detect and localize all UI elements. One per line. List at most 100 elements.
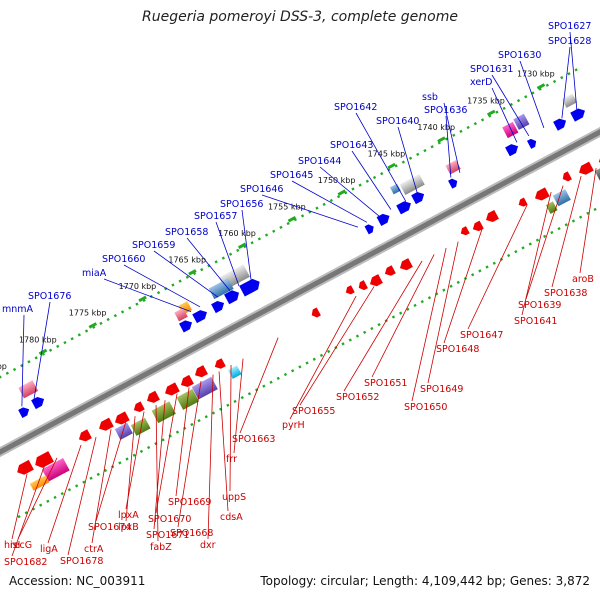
leader-line (153, 250, 219, 298)
forward-gene-label: SPO1640 (376, 116, 419, 127)
forward-gene-label: SPO1631 (470, 64, 513, 75)
feature-block (208, 278, 234, 300)
track-dot (423, 148, 427, 153)
scale-label: 1765 kbp (168, 256, 206, 265)
track-dot (135, 302, 139, 306)
leader-line (411, 247, 447, 402)
reverse-gene-label: pyrH (282, 420, 305, 431)
scale-label: 1755 kbp (268, 202, 306, 211)
forward-gene-arrow (553, 118, 567, 131)
feature-block (29, 475, 50, 491)
leader-line (177, 380, 202, 528)
leader-line (155, 405, 159, 542)
track-dot (60, 491, 64, 496)
leader-line (11, 473, 28, 540)
track-dot (264, 233, 269, 237)
track-dot (120, 310, 125, 314)
track-dot (283, 372, 288, 377)
forward-gene-label: SPO1643 (330, 140, 373, 151)
forward-gene-label: SPO1636 (424, 105, 467, 116)
track-dot (473, 122, 477, 126)
track-dot (106, 317, 110, 322)
forward-gene-label: SPO1628 (548, 36, 591, 47)
track-dot (442, 288, 446, 292)
reverse-gene-label: aroB (572, 274, 594, 285)
scale-label: 1760 kbp (218, 229, 256, 238)
track-dot (276, 376, 280, 381)
track-dot (380, 171, 384, 176)
leader-line (47, 444, 82, 544)
track-dot (550, 230, 554, 235)
track-dot (305, 361, 309, 365)
leader-line (289, 295, 357, 420)
track-dot (408, 156, 413, 160)
leader-line (103, 278, 192, 312)
forward-gene-label: SPO1660 (102, 254, 145, 265)
leader-line (125, 416, 136, 522)
scale-label: 1770 kbp (119, 282, 157, 291)
track-dot (502, 106, 506, 110)
reverse-gene-arrow (99, 417, 114, 431)
leader-line (207, 374, 214, 540)
reverse-gene-arrow (472, 220, 484, 232)
leader-line (443, 102, 461, 173)
forward-gene-arrow (396, 201, 411, 215)
forward-gene-arrow (505, 144, 519, 157)
track-dot (214, 260, 218, 264)
scale-label: 1780 kbp (19, 335, 57, 344)
reverse-gene-label: cdsA (220, 512, 243, 523)
leader-line (397, 126, 419, 196)
leader-line (91, 428, 112, 544)
track-dot (204, 415, 208, 419)
track-dot (99, 321, 103, 325)
scale-tick (437, 136, 446, 143)
track-dot (363, 330, 367, 334)
track-dot (579, 215, 583, 219)
forward-gene-arrow (31, 396, 45, 410)
reverse-gene-label: recG (10, 540, 32, 551)
track-dot (139, 449, 144, 453)
track-dot (82, 480, 86, 484)
track-dot (17, 515, 21, 519)
track-dot (171, 283, 175, 287)
forward-gene-label: miaA (82, 268, 107, 279)
reverse-gene-label: dxr (200, 540, 216, 551)
forward-gene-label: SPO1630 (498, 50, 541, 61)
leader-line (519, 60, 545, 129)
feature-block (389, 183, 401, 195)
feature-block (513, 113, 530, 130)
track-dot (39, 503, 43, 507)
reverse-gene-label: uppS (222, 492, 246, 503)
track-dot (113, 314, 117, 318)
track-dot (329, 198, 333, 203)
scale-tick (387, 162, 396, 170)
reverse-gene-label: SPO1669 (168, 497, 211, 508)
feature-block (502, 121, 519, 139)
forward-gene-label: ssb (422, 92, 438, 103)
forward-gene-arrow (239, 278, 260, 297)
track-dot (291, 369, 295, 373)
track-dot (571, 219, 576, 223)
track-dot (56, 344, 60, 349)
reverse-gene-label: SPO1670 (148, 514, 191, 525)
track-dot (190, 422, 194, 427)
reverse-gene-label: lpxB (118, 522, 139, 533)
backbone (0, 129, 600, 455)
track-dot (545, 83, 549, 87)
track-dot (516, 99, 521, 103)
track-dot (365, 179, 369, 183)
leader-line (525, 185, 564, 300)
reverse-gene-arrow (358, 280, 368, 291)
scale-label: 1730 kbp (517, 70, 555, 79)
reverse-track (17, 207, 597, 519)
forward-gene-label: SPO1642 (334, 102, 377, 113)
reverse-gene-label: SPO1668 (170, 528, 213, 539)
scale-label: 1735 kbp (467, 96, 505, 105)
leader-line (579, 168, 597, 274)
leader-line (427, 241, 459, 384)
track-dot (528, 242, 532, 246)
scale-tick (38, 348, 48, 356)
forward-gene-arrow (192, 310, 207, 324)
track-dot (466, 125, 470, 130)
track-dot (456, 280, 460, 285)
